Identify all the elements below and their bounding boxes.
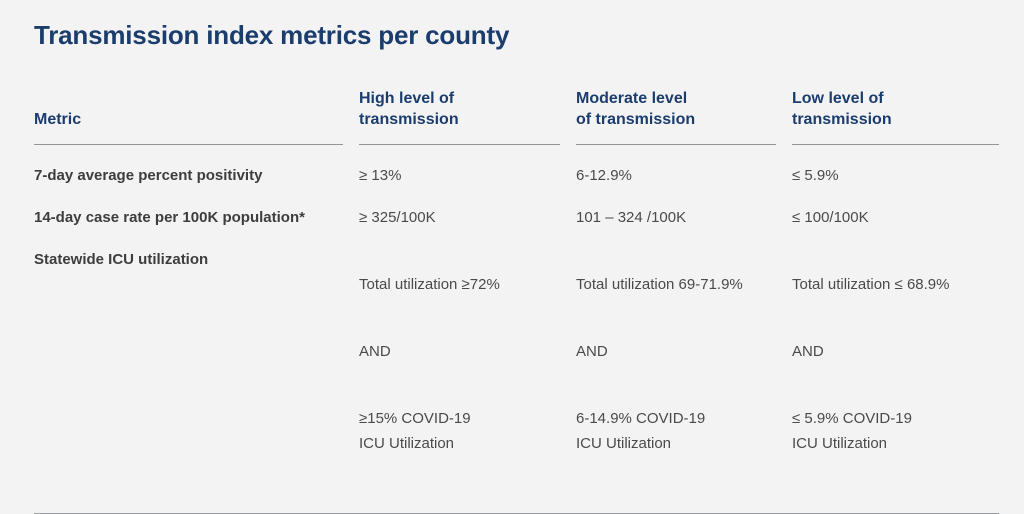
metric-label: 14-day case rate per 100K population*	[34, 209, 305, 226]
cell-high-value: ≥ 325/100K	[359, 209, 436, 226]
column-header-moderate-transmission: Moderate level of transmission	[576, 88, 776, 145]
icu-covid-utilization: 6-14.9% COVID-19 ICU Utilization	[576, 410, 706, 452]
icu-covid-utilization: ≤ 5.9% COVID-19 ICU Utilization	[792, 410, 912, 452]
icu-covid-utilization: ≥15% COVID-19 ICU Utilization	[359, 410, 471, 452]
cell-low-value: ≤ 100/100K	[792, 209, 869, 226]
page-title: Transmission index metrics per county	[34, 20, 510, 50]
table-row-percent-positivity: 7-day average percent positivity ≥ 13% 6…	[34, 163, 999, 188]
column-header-low-transmission: Low level of transmission	[792, 88, 999, 145]
icu-total-utilization: Total utilization ≥72%	[359, 276, 500, 293]
icu-conjunction: AND	[576, 343, 608, 360]
cell-low-value: Total utilization ≤ 68.9% AND ≤ 5.9% COV…	[792, 247, 999, 481]
icu-total-utilization: Total utilization 69-71.9%	[576, 276, 743, 293]
metric-label: Statewide ICU utilization	[34, 251, 209, 268]
cell-high-value: ≥ 13%	[359, 167, 402, 184]
column-header-metric: Metric	[34, 109, 343, 145]
cell-high-value: Total utilization ≥72% AND ≥15% COVID-19…	[359, 247, 576, 481]
table-body: 7-day average percent positivity ≥ 13% 6…	[34, 145, 999, 481]
icu-conjunction: AND	[792, 343, 824, 360]
cell-moderate-value: Total utilization 69-71.9% AND 6-14.9% C…	[576, 247, 792, 481]
icu-total-utilization: Total utilization ≤ 68.9%	[792, 276, 950, 293]
cell-moderate-value: 6-12.9%	[576, 167, 632, 184]
table-row-icu-utilization: Statewide ICU utilization Total utilizat…	[34, 247, 999, 481]
icu-conjunction: AND	[359, 343, 391, 360]
table-row-case-rate: 14-day case rate per 100K population* ≥ …	[34, 205, 999, 230]
cell-low-value: ≤ 5.9%	[792, 167, 839, 184]
column-header-high-transmission: High level of transmission	[359, 88, 560, 145]
table-header-row: Metric High level of transmission Modera…	[34, 88, 999, 145]
cell-moderate-value: 101 – 324 /100K	[576, 209, 687, 226]
metric-label: 7-day average percent positivity	[34, 167, 263, 184]
